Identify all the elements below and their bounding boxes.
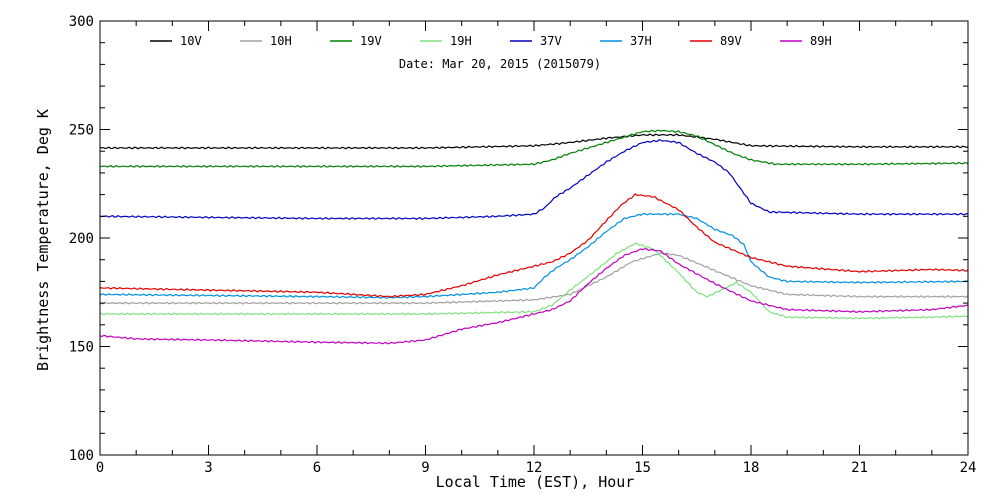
x-axis-label: Local Time (EST), Hour — [436, 473, 635, 491]
x-tick-label: 12 — [526, 460, 543, 476]
series-line-37h — [99, 212, 969, 299]
x-tick-label: 24 — [960, 460, 977, 476]
legend-label-37v: 37V — [540, 34, 562, 48]
x-tick-label: 21 — [851, 460, 868, 476]
series-lines — [99, 129, 969, 345]
chart-subtitle: Date: Mar 20, 2015 (2015079) — [399, 57, 601, 71]
legend-label-89v: 89V — [720, 34, 742, 48]
y-tick-label: 100 — [69, 448, 94, 464]
series-line-19v — [99, 129, 969, 169]
series-line-89h — [99, 247, 969, 345]
series-line-10h — [99, 251, 969, 305]
y-tick-label: 300 — [69, 14, 94, 30]
axis-ticks — [99, 20, 969, 456]
axis-tick-labels: 0 3 6 9 12 15 18 21 24 100 150 200 250 300 — [69, 14, 977, 476]
legend-label-89h: 89H — [810, 34, 832, 48]
series-line-19h — [99, 242, 969, 320]
legend-label-10h: 10H — [270, 34, 292, 48]
x-tick-label: 6 — [313, 460, 321, 476]
y-axis-label: Brightness Temperature, Deg K — [34, 109, 52, 371]
y-tick-label: 200 — [69, 231, 94, 247]
x-tick-label: 3 — [204, 460, 212, 476]
legend-label-19h: 19H — [450, 34, 472, 48]
legend-label-10v: 10V — [180, 34, 202, 48]
legend-label-19v: 19V — [360, 34, 382, 48]
series-line-10v — [99, 133, 969, 150]
legend-label-37h: 37H — [630, 34, 652, 48]
x-tick-label: 0 — [96, 460, 104, 476]
x-tick-label: 15 — [634, 460, 651, 476]
series-line-89v — [99, 193, 969, 298]
y-tick-label: 150 — [69, 340, 94, 356]
series-line-37v — [99, 139, 969, 220]
legend: 10V 10H 19V 19H 37V 37H 89V 89H — [150, 34, 832, 48]
x-tick-label: 9 — [421, 460, 429, 476]
x-tick-label: 18 — [743, 460, 760, 476]
y-tick-label: 250 — [69, 123, 94, 139]
